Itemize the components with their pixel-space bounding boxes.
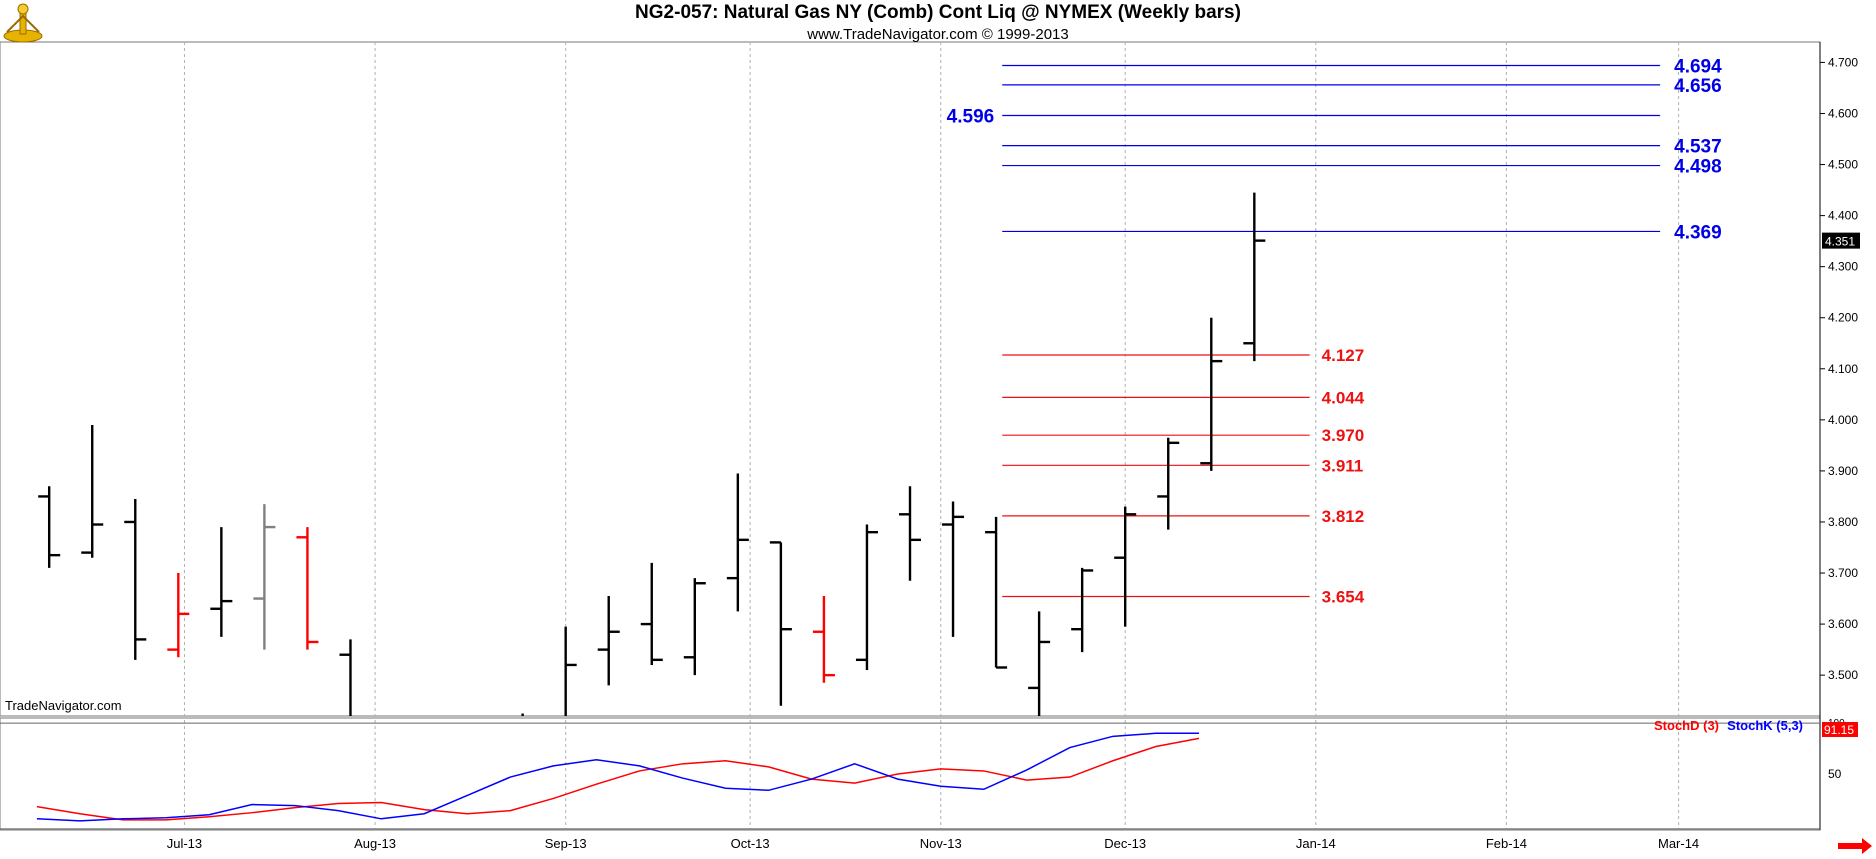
ohlc-bar bbox=[769, 541, 792, 706]
fib-level-label-upper: 4.498 bbox=[1674, 157, 1722, 178]
y-tick-label: 3.800 bbox=[1828, 515, 1858, 529]
fib-level-label-upper: 4.369 bbox=[1674, 222, 1722, 243]
ohlc-bar bbox=[210, 527, 233, 637]
ohlc-bar bbox=[812, 596, 835, 683]
ohlc-bar bbox=[1243, 192, 1266, 362]
stoch-last-value-label: 91.15 bbox=[1824, 723, 1854, 737]
ohlc-bar bbox=[339, 639, 352, 716]
ohlc-bar bbox=[1028, 611, 1051, 716]
stoch-last-value-tag bbox=[1822, 722, 1858, 737]
legend-stoch-d: StochD (3) bbox=[1654, 718, 1719, 733]
ohlc-bar bbox=[1157, 437, 1180, 530]
last-price-label: 4.351 bbox=[1825, 235, 1855, 249]
chart-title: NG2-057: Natural Gas NY (Comb) Cont Liq … bbox=[635, 2, 1241, 23]
ohlc-bar bbox=[296, 527, 319, 650]
y-tick-label: 3.600 bbox=[1828, 617, 1858, 631]
last-price-tag bbox=[1822, 232, 1860, 249]
ohlc-bar bbox=[942, 501, 965, 637]
fib-level-label-lower: 4.127 bbox=[1322, 346, 1365, 365]
stoch-y-tick-label: 50 bbox=[1828, 767, 1842, 781]
x-tick-label: Oct-13 bbox=[731, 836, 770, 851]
scroll-right-arrow-icon bbox=[1838, 838, 1872, 854]
y-tick-label: 3.700 bbox=[1828, 566, 1858, 580]
x-tick-label: Dec-13 bbox=[1104, 836, 1146, 851]
y-tick-label: 4.500 bbox=[1828, 158, 1858, 172]
y-tick-label: 4.600 bbox=[1828, 106, 1858, 120]
stoch-series-line bbox=[36, 737, 1200, 821]
y-tick-label: 3.500 bbox=[1828, 668, 1858, 682]
x-tick-label: Nov-13 bbox=[920, 836, 962, 851]
y-tick-label: 4.300 bbox=[1828, 260, 1858, 274]
ohlc-bar bbox=[564, 626, 577, 716]
y-tick-label: 3.900 bbox=[1828, 464, 1858, 478]
x-tick-label: Mar-14 bbox=[1658, 836, 1699, 851]
fib-level-label-upper: 4.537 bbox=[1674, 137, 1722, 158]
ohlc-bar bbox=[124, 498, 147, 660]
ohlc-bar bbox=[81, 424, 104, 558]
ohlc-bar bbox=[855, 524, 878, 671]
ohlc-bar bbox=[985, 516, 1008, 669]
x-tick-label: Aug-13 bbox=[354, 836, 396, 851]
x-tick-label: Sep-13 bbox=[545, 836, 587, 851]
fib-level-label-upper: 4.656 bbox=[1674, 76, 1722, 97]
legend-stoch-k: StochK (5,3) bbox=[1727, 718, 1803, 733]
fib-level-label-lower: 3.654 bbox=[1322, 588, 1365, 607]
price-panel-frame bbox=[0, 41, 1821, 717]
stochastic-panel-frame bbox=[0, 717, 1821, 831]
watermark-label: TradeNavigator.com bbox=[5, 698, 122, 713]
ohlc-bar bbox=[726, 473, 749, 612]
y-tick-label: 4.100 bbox=[1828, 362, 1858, 376]
y-tick-label: 4.000 bbox=[1828, 413, 1858, 427]
x-tick-label: Jul-13 bbox=[167, 836, 202, 851]
y-tick-label: 4.700 bbox=[1828, 55, 1858, 69]
fib-level-label-lower: 3.970 bbox=[1322, 426, 1365, 445]
ohlc-bar bbox=[1114, 506, 1137, 627]
x-tick-label: Jan-14 bbox=[1296, 836, 1336, 851]
ohlc-bar bbox=[640, 562, 663, 665]
ohlc-bar bbox=[683, 578, 706, 676]
ohlc-bar bbox=[597, 596, 620, 686]
ohlc-bar bbox=[253, 504, 276, 650]
stoch-series-line bbox=[36, 732, 1199, 822]
y-tick-label: 4.200 bbox=[1828, 311, 1858, 325]
fib-level-label-upper: 4.694 bbox=[1674, 56, 1722, 77]
ohlc-bar bbox=[167, 573, 190, 658]
fib-level-label-lower: 4.044 bbox=[1322, 388, 1365, 407]
y-tick-label: 4.400 bbox=[1828, 209, 1858, 223]
ohlc-bar bbox=[1071, 567, 1094, 653]
tradenavigator-logo-icon bbox=[3, 3, 43, 43]
ohlc-bar bbox=[1200, 317, 1223, 471]
fib-level-label-upper: 4.596 bbox=[947, 107, 995, 128]
fib-level-label-lower: 3.812 bbox=[1322, 507, 1365, 526]
ohlc-bar bbox=[899, 486, 921, 581]
fib-level-label-lower: 3.911 bbox=[1322, 456, 1364, 475]
chart-subtitle: www.TradeNavigator.com © 1999-2013 bbox=[807, 26, 1069, 43]
x-tick-label: Feb-14 bbox=[1486, 836, 1527, 851]
ohlc-bar bbox=[38, 486, 61, 568]
